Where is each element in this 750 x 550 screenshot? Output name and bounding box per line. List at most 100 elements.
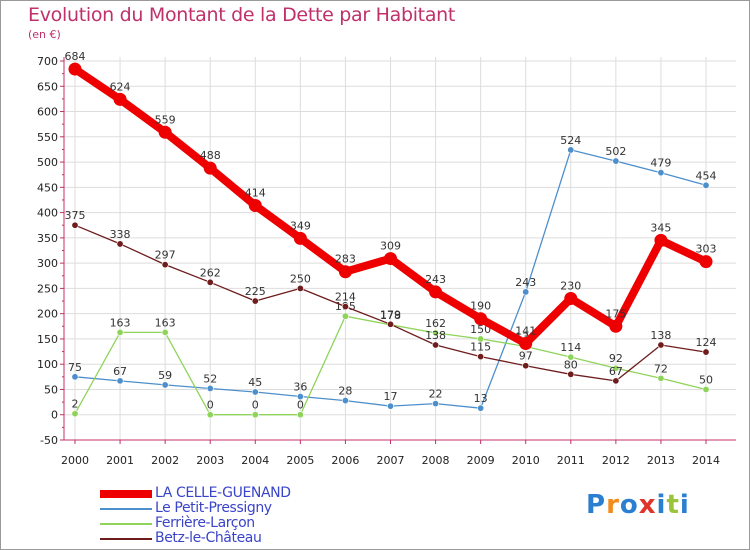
- data-point-le-petit-pressigny: [522, 288, 530, 296]
- data-label-la-celle-guenand: 190: [470, 300, 491, 313]
- x-tick-label: 2007: [377, 454, 405, 467]
- y-tick-label: 500: [37, 156, 58, 169]
- y-tick-label: 550: [37, 131, 58, 144]
- data-label-ferriere-larcon: 0: [297, 399, 304, 412]
- data-point-betz-le-chateau: [116, 240, 124, 248]
- data-label-la-celle-guenand: 345: [650, 221, 671, 234]
- data-point-la-celle-guenand: [338, 265, 352, 279]
- data-label-la-celle-guenand: 283: [335, 253, 356, 266]
- legend-label: Betz-le-Château: [155, 530, 262, 546]
- y-tick-label: 400: [37, 207, 58, 220]
- data-point-la-celle-guenand: [609, 319, 623, 333]
- data-label-betz-le-chateau: 375: [65, 209, 86, 222]
- data-label-le-petit-pressigny: 45: [248, 376, 262, 389]
- data-point-ferriere-larcon: [296, 411, 304, 419]
- data-point-ferriere-larcon: [71, 410, 79, 418]
- legend-label: LA CELLE-GUENAND: [155, 485, 291, 501]
- chart-title: Evolution du Montant de la Dette par Hab…: [28, 4, 456, 26]
- data-label-le-petit-pressigny: 243: [515, 276, 536, 289]
- data-label-le-petit-pressigny: 17: [384, 390, 398, 403]
- data-label-betz-le-chateau: 297: [155, 249, 176, 262]
- x-tick-label: 2006: [331, 454, 359, 467]
- data-point-ferriere-larcon: [116, 328, 124, 336]
- data-label-betz-le-chateau: 262: [200, 266, 221, 279]
- data-point-le-petit-pressigny: [567, 146, 575, 154]
- data-point-la-celle-guenand: [384, 252, 397, 266]
- legend-swatch: [100, 490, 152, 498]
- data-point-betz-le-chateau: [341, 303, 349, 311]
- data-point-le-petit-pressigny: [657, 169, 665, 177]
- data-point-ferriere-larcon: [251, 411, 259, 419]
- data-point-betz-le-chateau: [612, 377, 620, 385]
- series-betz-le-chateau: 3753382972622252502141791381159780671381…: [65, 209, 717, 385]
- data-label-le-petit-pressigny: 22: [429, 388, 443, 401]
- y-tick-label: 600: [37, 106, 58, 119]
- data-label-betz-le-chateau: 97: [519, 350, 533, 363]
- data-point-la-celle-guenand: [699, 255, 713, 269]
- x-tick-label: 2002: [151, 454, 179, 467]
- data-point-ferriere-larcon: [702, 385, 710, 393]
- x-tick-label: 2011: [557, 454, 585, 467]
- data-point-le-petit-pressigny: [251, 388, 259, 396]
- data-point-le-petit-pressigny: [432, 400, 440, 408]
- x-tick-label: 2012: [602, 454, 630, 467]
- data-label-ferriere-larcon: 162: [425, 317, 446, 330]
- data-point-le-petit-pressigny: [116, 377, 124, 385]
- data-label-ferriere-larcon: 2: [72, 398, 79, 411]
- x-tick-label: 2000: [61, 454, 89, 467]
- data-label-le-petit-pressigny: 524: [560, 134, 581, 147]
- data-point-ferriere-larcon: [657, 374, 665, 382]
- data-point-ferriere-larcon: [567, 353, 575, 361]
- data-label-le-petit-pressigny: 52: [203, 372, 217, 385]
- data-point-le-petit-pressigny: [477, 404, 485, 412]
- legend-label: Ferrière-Larçon: [155, 515, 255, 531]
- data-point-ferriere-larcon: [206, 411, 214, 419]
- x-tick-label: 2013: [647, 454, 675, 467]
- data-label-la-celle-guenand: 684: [65, 50, 86, 63]
- data-label-ferriere-larcon: 50: [699, 373, 713, 386]
- data-label-le-petit-pressigny: 59: [158, 369, 172, 382]
- data-point-ferriere-larcon: [341, 312, 349, 320]
- x-tick-label: 2005: [286, 454, 314, 467]
- data-point-le-petit-pressigny: [702, 181, 710, 189]
- x-tick-label: 2009: [467, 454, 495, 467]
- x-tick-label: 2014: [692, 454, 720, 467]
- data-label-ferriere-larcon: 72: [654, 362, 668, 375]
- data-point-betz-le-chateau: [161, 261, 169, 269]
- data-label-ferriere-larcon: 163: [155, 316, 176, 329]
- y-tick-label: 450: [37, 181, 58, 194]
- data-label-la-celle-guenand: 230: [560, 280, 581, 293]
- data-label-betz-le-chateau: 115: [470, 341, 491, 354]
- data-label-betz-le-chateau: 80: [564, 358, 578, 371]
- x-tick-label: 2004: [241, 454, 269, 467]
- data-point-ferriere-larcon: [432, 329, 440, 337]
- data-point-betz-le-chateau: [296, 284, 304, 292]
- data-label-ferriere-larcon: 0: [207, 399, 214, 412]
- data-point-ferriere-larcon: [612, 364, 620, 372]
- data-point-le-petit-pressigny: [386, 402, 394, 410]
- data-point-la-celle-guenand: [113, 92, 127, 106]
- x-tick-label: 2008: [422, 454, 450, 467]
- proxiti-logo: Proxiti: [586, 490, 690, 520]
- data-label-la-celle-guenand: 243: [425, 273, 446, 286]
- data-point-betz-le-chateau: [71, 221, 79, 229]
- data-point-betz-le-chateau: [522, 362, 530, 370]
- data-label-betz-le-chateau: 225: [245, 285, 266, 298]
- y-tick-label: 650: [37, 80, 58, 93]
- data-point-la-celle-guenand: [564, 292, 578, 306]
- data-point-la-celle-guenand: [654, 233, 668, 247]
- y-tick-label: 200: [37, 308, 58, 321]
- data-label-le-petit-pressigny: 75: [68, 361, 82, 374]
- data-point-la-celle-guenand: [429, 285, 443, 299]
- data-point-le-petit-pressigny: [296, 393, 304, 401]
- y-tick-label: 100: [37, 358, 58, 371]
- data-point-la-celle-guenand: [248, 199, 262, 213]
- data-label-la-celle-guenand: 141: [515, 324, 536, 337]
- data-label-betz-le-chateau: 338: [110, 228, 131, 241]
- data-label-le-petit-pressigny: 502: [605, 145, 626, 158]
- data-point-betz-le-chateau: [432, 341, 440, 349]
- data-point-le-petit-pressigny: [612, 157, 620, 165]
- data-point-la-celle-guenand: [68, 62, 82, 76]
- data-point-le-petit-pressigny: [206, 384, 214, 392]
